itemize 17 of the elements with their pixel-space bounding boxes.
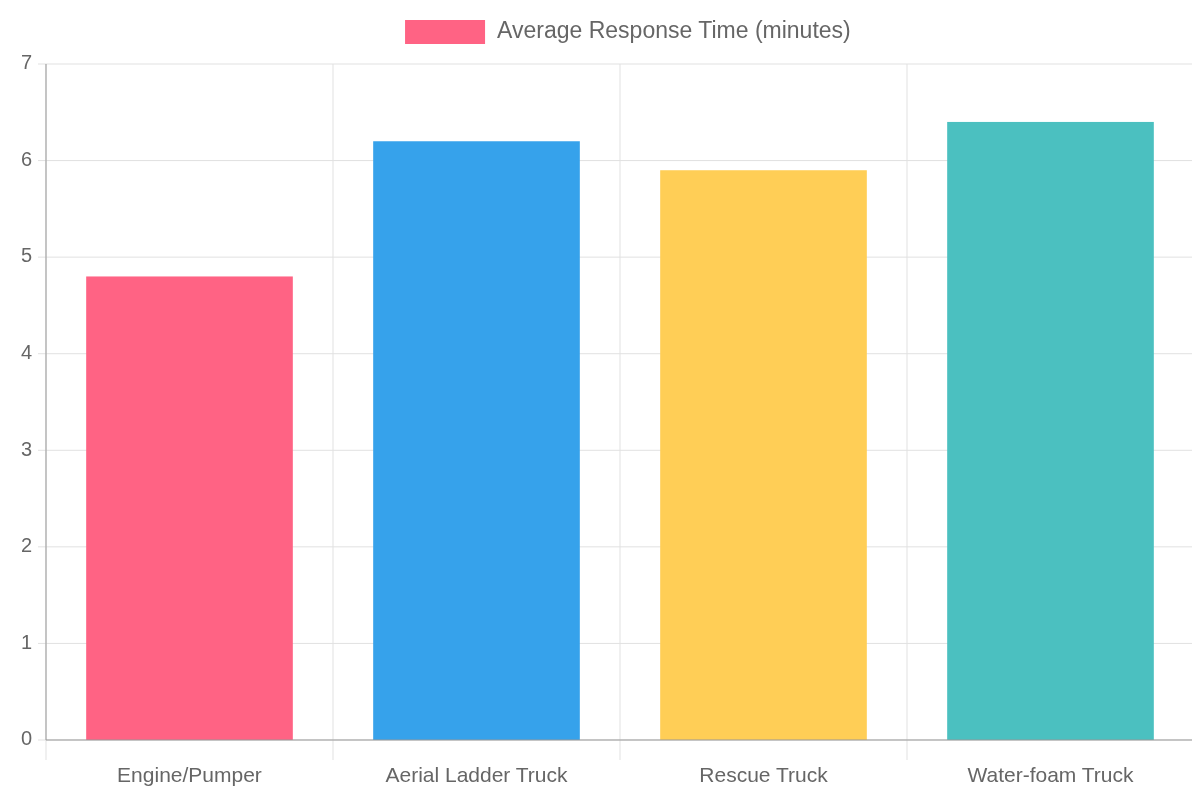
legend-label: Average Response Time (minutes): [497, 17, 851, 44]
x-tick-label: Water-foam Truck: [967, 763, 1135, 786]
x-tick-label: Rescue Truck: [699, 763, 829, 786]
y-tick-label: 4: [20, 341, 32, 363]
x-tick-label: Engine/Pumper: [117, 763, 262, 786]
y-tick-label: 5: [20, 244, 32, 267]
y-tick-label: 1: [20, 630, 32, 653]
bar: [86, 276, 293, 740]
y-tick-label: 3: [20, 437, 32, 460]
y-tick-label: 6: [20, 147, 32, 170]
bar: [947, 121, 1154, 740]
y-tick-label: 0: [20, 727, 32, 750]
y-tick-label: 2: [20, 534, 32, 557]
y-tick-label: 7: [20, 51, 32, 74]
bar: [373, 141, 580, 740]
bar: [660, 170, 867, 740]
x-tick-label: Aerial Ladder Truck: [385, 763, 569, 786]
